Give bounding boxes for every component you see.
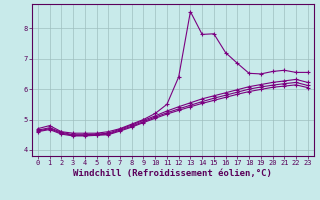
X-axis label: Windchill (Refroidissement éolien,°C): Windchill (Refroidissement éolien,°C) xyxy=(73,169,272,178)
